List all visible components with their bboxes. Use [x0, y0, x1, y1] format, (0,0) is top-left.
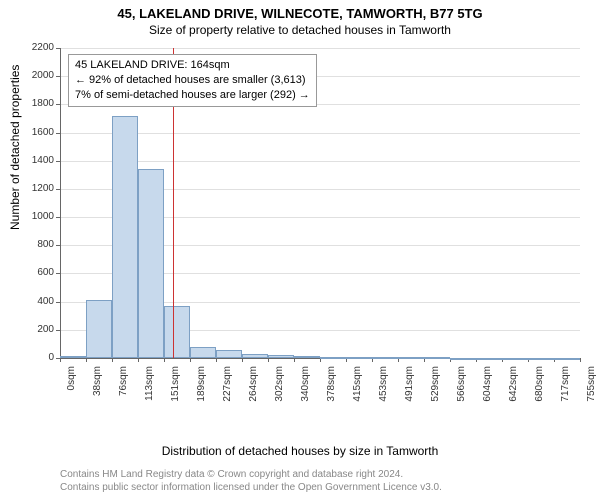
- gridline: [60, 48, 580, 49]
- x-tick-label: 378sqm: [326, 366, 337, 406]
- histogram-bar: [554, 358, 580, 360]
- y-tick-label: 1000: [14, 211, 54, 222]
- y-tick-label: 200: [14, 324, 54, 335]
- histogram-bar: [476, 358, 502, 360]
- histogram-bar: [372, 357, 398, 359]
- y-tick-label: 2000: [14, 70, 54, 81]
- y-axis: [60, 48, 61, 358]
- y-tick-label: 1600: [14, 127, 54, 138]
- x-tick-label: 264sqm: [248, 366, 259, 406]
- info-box-line: 7% of semi-detached houses are larger (2…: [75, 88, 310, 103]
- histogram-bar: [268, 355, 294, 358]
- y-tick-label: 0: [14, 352, 54, 363]
- histogram-bar: [346, 357, 372, 359]
- x-tick-label: 453sqm: [378, 366, 389, 406]
- x-tick-label: 76sqm: [118, 366, 129, 406]
- histogram-bar: [294, 356, 320, 358]
- info-box-line: 45 LAKELAND DRIVE: 164sqm: [75, 58, 310, 73]
- histogram-bar: [398, 357, 424, 359]
- chart-area: 0200400600800100012001400160018002000220…: [60, 48, 580, 418]
- info-box: 45 LAKELAND DRIVE: 164sqm← 92% of detach…: [68, 54, 317, 107]
- x-tick-label: 755sqm: [586, 366, 597, 406]
- x-tick-label: 151sqm: [170, 366, 181, 406]
- histogram-bar: [320, 357, 346, 359]
- footer-line: Contains HM Land Registry data © Crown c…: [60, 468, 442, 481]
- chart-subtitle: Size of property relative to detached ho…: [0, 21, 600, 37]
- histogram-bar: [190, 347, 216, 358]
- chart-title: 45, LAKELAND DRIVE, WILNECOTE, TAMWORTH,…: [0, 0, 600, 21]
- histogram-bar: [138, 169, 164, 358]
- footer-line: Contains public sector information licen…: [60, 481, 442, 494]
- y-axis-label: Number of detached properties: [8, 65, 22, 230]
- x-tick-label: 717sqm: [560, 366, 571, 406]
- x-tick-label: 529sqm: [430, 366, 441, 406]
- x-tick-label: 189sqm: [196, 366, 207, 406]
- x-tick-label: 227sqm: [222, 366, 233, 406]
- histogram-bar: [242, 354, 268, 358]
- histogram-bar: [450, 358, 476, 360]
- gridline: [60, 133, 580, 134]
- x-tick-label: 566sqm: [456, 366, 467, 406]
- y-tick-label: 800: [14, 239, 54, 250]
- x-tick-label: 491sqm: [404, 366, 415, 406]
- x-tick-label: 415sqm: [352, 366, 363, 406]
- gridline: [60, 161, 580, 162]
- histogram-bar: [216, 350, 242, 358]
- x-tick-label: 604sqm: [482, 366, 493, 406]
- histogram-bar: [528, 358, 554, 360]
- x-axis-label: Distribution of detached houses by size …: [0, 444, 600, 458]
- y-tick-label: 400: [14, 296, 54, 307]
- histogram-bar: [502, 358, 528, 360]
- histogram-bar: [164, 306, 190, 358]
- y-tick-label: 2200: [14, 42, 54, 53]
- info-box-line: ← 92% of detached houses are smaller (3,…: [75, 73, 310, 88]
- x-tick-label: 0sqm: [66, 366, 77, 406]
- y-tick-label: 1800: [14, 98, 54, 109]
- histogram-bar: [60, 356, 86, 358]
- x-tick-label: 680sqm: [534, 366, 545, 406]
- y-tick-label: 1400: [14, 155, 54, 166]
- y-tick-label: 600: [14, 267, 54, 278]
- plot-region: 0200400600800100012001400160018002000220…: [60, 48, 580, 418]
- footer-attribution: Contains HM Land Registry data © Crown c…: [60, 468, 442, 494]
- x-tick-label: 340sqm: [300, 366, 311, 406]
- histogram-bar: [112, 116, 138, 358]
- histogram-bar: [424, 357, 450, 359]
- y-tick-label: 1200: [14, 183, 54, 194]
- x-tick-label: 38sqm: [92, 366, 103, 406]
- x-tick-label: 642sqm: [508, 366, 519, 406]
- histogram-bar: [86, 300, 112, 358]
- x-tick-label: 302sqm: [274, 366, 285, 406]
- x-tick-label: 113sqm: [144, 366, 155, 406]
